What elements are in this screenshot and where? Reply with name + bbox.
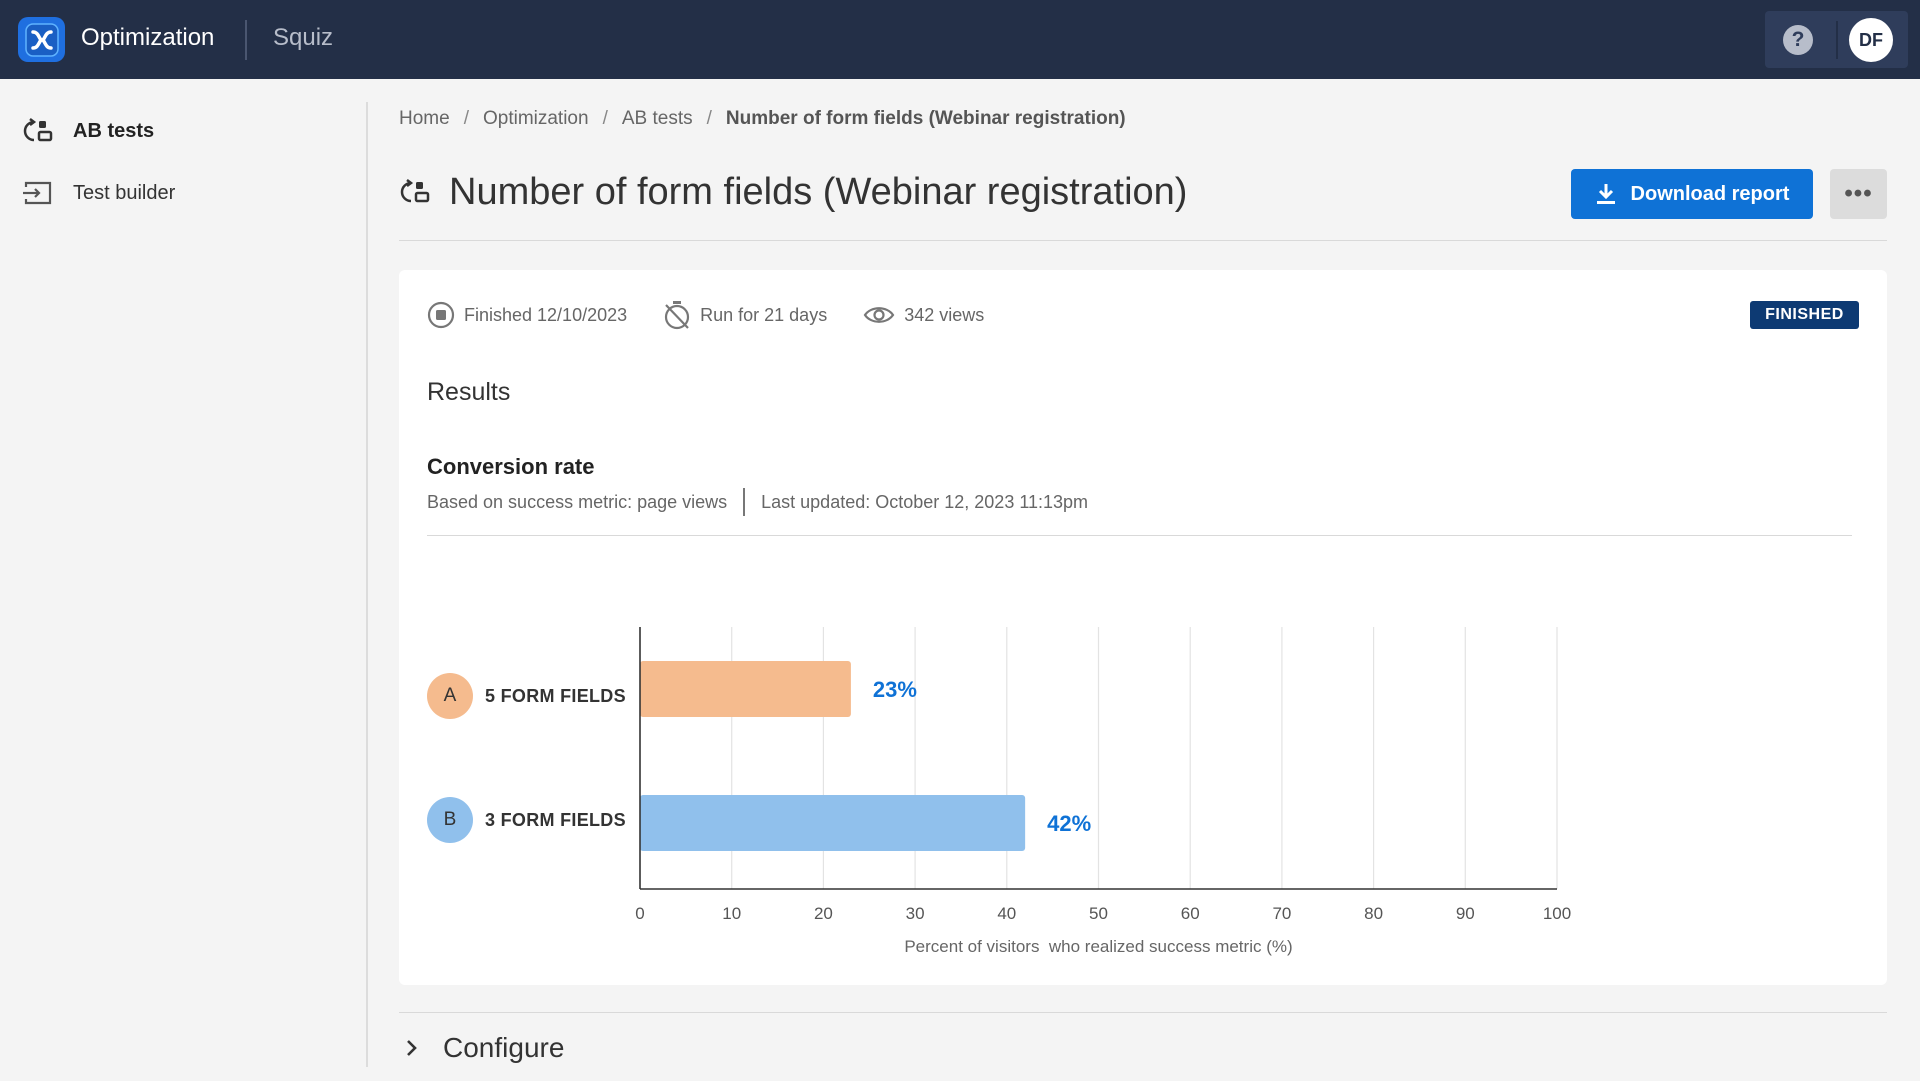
configure-divider <box>399 1012 1887 1013</box>
sidebar-item-label: AB tests <box>73 119 155 142</box>
sidebar-divider <box>366 102 368 1067</box>
view-count-text: 342 views <box>904 304 985 325</box>
breadcrumb-current: Number of form fields (Webinar registrat… <box>725 108 1126 129</box>
test-meta: Finished 12/10/2023 Run for 21 days 342 … <box>427 300 1020 330</box>
chart-x-axis-label: Percent of visitors who realized success… <box>904 937 1292 956</box>
finished-date: Finished 12/10/2023 <box>427 301 627 329</box>
chart-tick-label: 0 <box>635 904 644 923</box>
chart-value-label: 42% <box>1047 811 1091 836</box>
chart-tick-label: 50 <box>1089 904 1108 923</box>
chevron-right-icon <box>405 1038 419 1058</box>
breadcrumb: Home / Optimization / AB tests / Number … <box>399 108 1126 130</box>
org-name[interactable]: Squiz <box>273 24 334 51</box>
results-card: Finished 12/10/2023 Run for 21 days 342 … <box>399 270 1887 985</box>
sidebar-item-ab-tests[interactable]: AB tests <box>22 111 154 151</box>
app-logo-icon[interactable] <box>18 17 65 62</box>
finished-date-text: Finished 12/10/2023 <box>464 304 628 325</box>
chart-bar-b <box>640 795 1026 851</box>
configure-section-toggle[interactable]: Configure <box>405 1030 564 1066</box>
ab-test-icon <box>22 116 56 146</box>
breadcrumb-separator: / <box>463 108 469 129</box>
chart-tick-label: 90 <box>1456 904 1475 923</box>
metric-subtitle: Based on success metric: page views Last… <box>427 488 1088 516</box>
sidebar: AB tests Test builder <box>0 79 366 1081</box>
variant-a-name: 5 FORM FIELDS <box>485 685 626 706</box>
chart-bar-a <box>640 661 851 717</box>
breadcrumb-separator: / <box>602 108 608 129</box>
breadcrumb-optimization[interactable]: Optimization <box>482 108 589 129</box>
test-builder-icon <box>22 178 56 208</box>
chart-tick-label: 30 <box>906 904 925 923</box>
help-icon[interactable]: ? <box>1783 25 1813 55</box>
conversion-rate-chart: 23% 42% 0 10 20 30 40 50 60 70 80 90 100 Percent of v… <box>635 627 1571 956</box>
page-header: Number of form fields (Webinar registrat… <box>399 164 1187 220</box>
view-count: 342 views <box>863 304 984 326</box>
variant-a-label: A 5 FORM FIELDS <box>427 673 626 719</box>
run-duration: Run for 21 days <box>663 300 827 330</box>
variant-b-label: B 3 FORM FIELDS <box>427 797 626 843</box>
card-divider <box>427 535 1852 536</box>
variant-a-badge: A <box>427 673 473 719</box>
metric-basis: Based on success metric: page views <box>427 491 728 512</box>
chart-tick-label: 10 <box>722 904 741 923</box>
app-name[interactable]: Optimization <box>81 24 215 51</box>
run-duration-text: Run for 21 days <box>700 304 828 325</box>
download-report-label: Download report <box>1630 182 1790 205</box>
metric-subtitle-divider <box>743 488 746 516</box>
last-updated: Last updated: October 12, 2023 11:13pm <box>761 491 1089 512</box>
results-heading: Results <box>427 378 511 406</box>
breadcrumb-home[interactable]: Home <box>399 108 450 129</box>
user-controls: ? DF <box>1765 11 1908 68</box>
configure-label: Configure <box>443 1032 565 1063</box>
chart-tick-label: 40 <box>997 904 1016 923</box>
chart-value-label: 23% <box>873 677 917 702</box>
variant-b-name: 3 FORM FIELDS <box>485 809 626 830</box>
top-bar: Optimization Squiz ? DF <box>0 0 1920 79</box>
timer-off-icon <box>663 300 691 330</box>
status-badge: FINISHED <box>1750 301 1859 329</box>
chart-tick-label: 100 <box>1543 904 1571 923</box>
sidebar-item-label: Test builder <box>73 181 176 204</box>
ab-test-icon <box>399 178 431 206</box>
chart-tick-label: 20 <box>814 904 833 923</box>
page-title: Number of form fields (Webinar registrat… <box>449 170 1188 213</box>
sidebar-item-test-builder[interactable]: Test builder <box>22 173 175 213</box>
chart-tick-label: 80 <box>1364 904 1383 923</box>
breadcrumb-separator: / <box>706 108 712 129</box>
chart-tick-label: 70 <box>1272 904 1291 923</box>
eye-icon <box>863 304 895 326</box>
more-options-button[interactable]: ••• <box>1830 169 1887 219</box>
download-report-button[interactable]: Download report <box>1571 169 1813 219</box>
topbar-divider <box>245 20 247 60</box>
download-icon <box>1595 182 1617 206</box>
breadcrumb-ab-tests[interactable]: AB tests <box>621 108 693 129</box>
chart-tick-label: 60 <box>1181 904 1200 923</box>
header-divider <box>399 240 1887 241</box>
variant-b-badge: B <box>427 797 473 843</box>
metric-title: Conversion rate <box>427 454 595 479</box>
avatar[interactable]: DF <box>1849 18 1893 62</box>
user-controls-divider <box>1836 21 1838 59</box>
stop-circle-icon <box>427 301 455 329</box>
